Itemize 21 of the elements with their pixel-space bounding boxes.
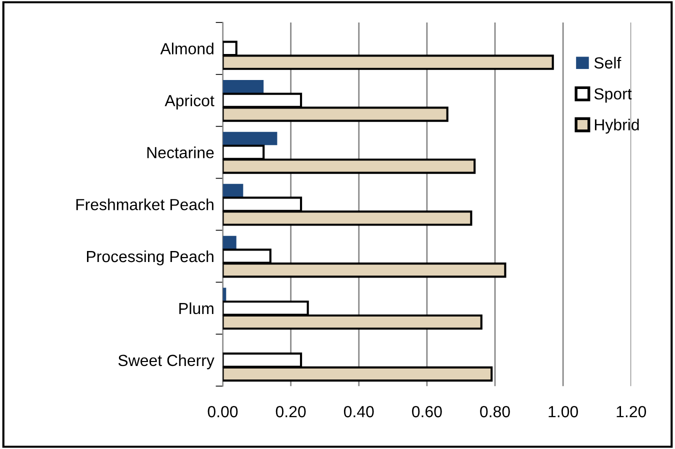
bar — [222, 184, 244, 198]
x-tick-label: 0.00 — [208, 406, 238, 418]
legend-label: Sport — [594, 88, 632, 103]
bar — [222, 132, 278, 146]
legend-label: Self — [594, 56, 622, 69]
y-tick-label: Almond — [160, 42, 214, 54]
bar — [222, 80, 264, 94]
y-tick-label: Apricot — [164, 94, 214, 110]
x-tick-label: 0.80 — [480, 406, 510, 418]
legend-label: Hybrid — [594, 118, 639, 134]
x-tick-label: 0.40 — [344, 406, 374, 418]
y-tick-label: Sweet Cherry — [118, 354, 214, 370]
bar — [222, 236, 236, 249]
y-tick-label: Processing Peach — [86, 250, 214, 266]
y-tick-label: Plum — [179, 302, 214, 314]
x-tick-label: 1.00 — [548, 406, 578, 418]
x-tick-label: 0.20 — [276, 406, 306, 418]
y-tick-label: Nectarine — [147, 146, 214, 158]
y-tick-label: Freshmarket Peach — [76, 198, 214, 210]
x-tick-label: 0.60 — [412, 406, 442, 418]
x-tick-label: 1.20 — [616, 406, 646, 418]
